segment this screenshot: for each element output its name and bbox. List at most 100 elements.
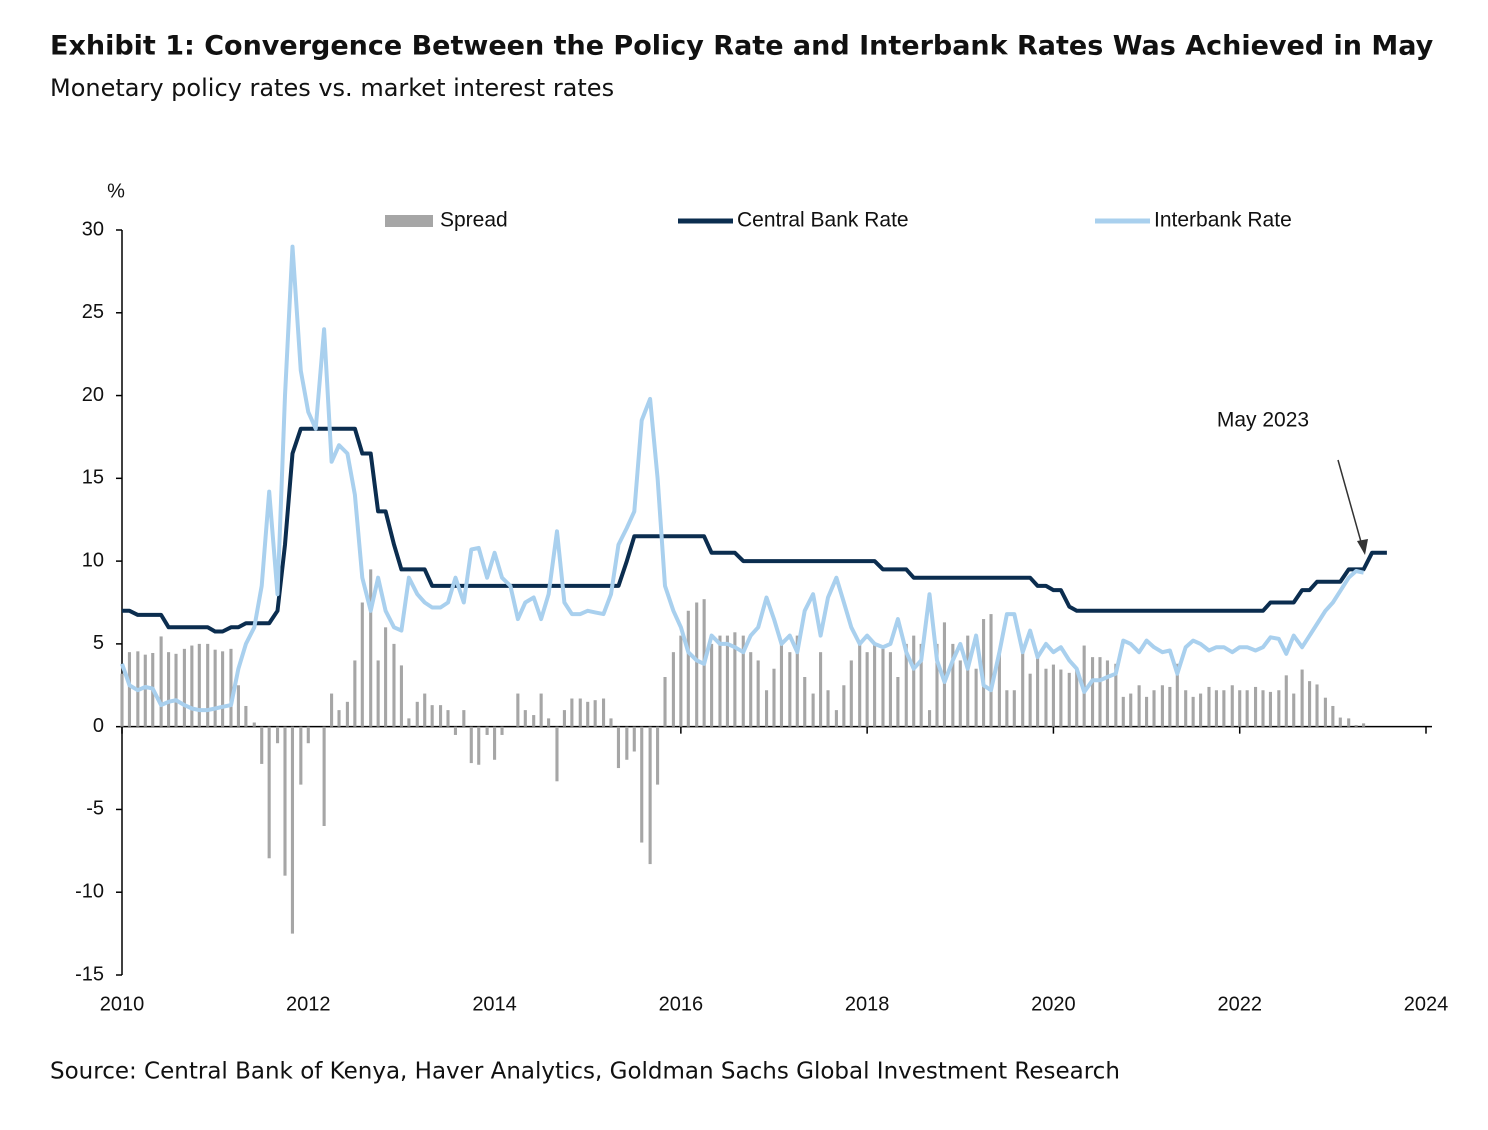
spread-bar <box>919 643 923 727</box>
spread-bar <box>741 635 745 727</box>
spread-bar <box>811 693 815 727</box>
spread-bar <box>904 643 908 727</box>
spread-bar <box>725 635 729 727</box>
spread-bar <box>686 610 690 727</box>
spread-bar <box>858 643 862 727</box>
spread-bar <box>764 690 769 727</box>
spread-bar <box>430 705 434 727</box>
spread-bar <box>997 652 1001 727</box>
spread-bar <box>1347 718 1351 727</box>
spread-bar <box>1184 690 1188 727</box>
spread-bar <box>453 726 458 735</box>
spread-bar <box>182 648 186 727</box>
spread-bar <box>749 652 753 727</box>
spread-bar <box>244 705 248 727</box>
source: Source: Central Bank of Kenya, Haver Ana… <box>50 1059 1120 1085</box>
spread-bar <box>399 665 403 727</box>
spread-bar <box>648 726 652 865</box>
legend-swatch <box>385 215 433 227</box>
spread-bar <box>1268 691 1273 727</box>
rate-line <box>122 426 1387 634</box>
arrow-head <box>1357 539 1368 555</box>
spread-bar <box>912 635 916 727</box>
spread-bar <box>236 685 240 727</box>
spread-bar <box>733 632 737 727</box>
spread-bar <box>1175 663 1179 727</box>
spread-bar <box>756 660 760 727</box>
legend-label: Spread <box>440 209 508 232</box>
spread-bar <box>330 693 334 727</box>
spread-bar <box>1090 657 1095 727</box>
spread-bar <box>252 722 256 727</box>
spread-bar <box>1114 663 1118 727</box>
spread-bar <box>1238 690 1242 727</box>
spread-bar <box>197 643 201 727</box>
spread-bar <box>1051 664 1055 727</box>
y-tick-label: 10 <box>82 549 104 571</box>
spread-bar <box>1129 693 1133 727</box>
spread-bar <box>369 569 373 727</box>
spread-bar <box>206 643 210 727</box>
y-tick-label: 15 <box>82 467 104 489</box>
x-tick-label: 2022 <box>1217 993 1262 1015</box>
x-tick-label: 2016 <box>659 993 704 1015</box>
y-tick-label: 5 <box>93 632 104 654</box>
spread-bar <box>337 710 341 727</box>
spread-bar <box>306 726 310 744</box>
spread-bar <box>881 648 885 727</box>
spread-bar <box>1137 685 1141 727</box>
spread-bar <box>485 726 489 735</box>
spread-bar <box>570 698 574 727</box>
spread-bar <box>353 660 357 727</box>
spread-bar <box>493 726 497 760</box>
spread-bar <box>423 693 427 727</box>
spread-bar <box>1121 696 1125 727</box>
spread-bar <box>1214 690 1218 727</box>
spread-bar <box>1036 655 1040 727</box>
spread-bar <box>896 677 900 727</box>
spread-bar <box>167 652 171 727</box>
spread-bar <box>1160 685 1164 727</box>
spread-bar <box>1292 693 1296 727</box>
spread-bar <box>462 710 466 727</box>
spread-bar <box>1207 686 1211 727</box>
spread-bar <box>803 677 807 727</box>
spread-bar <box>1005 690 1009 727</box>
spread-bar <box>469 726 473 764</box>
spread-bar <box>958 660 962 727</box>
spread-bar <box>159 636 163 727</box>
y-tick-label: 30 <box>82 218 104 240</box>
spread-bar <box>935 643 939 727</box>
spread-bar <box>415 701 419 727</box>
spread-bar <box>1059 669 1063 727</box>
spread-bar <box>942 622 947 727</box>
spread-bar <box>360 602 364 727</box>
y-tick-label: -5 <box>86 798 104 820</box>
spread-bar <box>1331 705 1335 727</box>
spread-bar <box>1191 696 1195 727</box>
spread-bar <box>601 698 606 727</box>
spread-bar <box>438 705 443 727</box>
legend-label: Central Bank Rate <box>737 209 909 232</box>
y-tick-label: 25 <box>82 301 104 323</box>
spread-bar <box>1028 673 1032 727</box>
spread-bar <box>772 668 776 727</box>
spread-bar <box>1222 690 1226 727</box>
spread-bar <box>593 700 597 727</box>
x-tick-label: 2012 <box>286 993 331 1015</box>
spread-bar <box>1067 672 1071 727</box>
spread-bar <box>555 726 559 782</box>
x-tick-label: 2024 <box>1404 993 1449 1015</box>
spread-bar <box>322 726 326 826</box>
spread-bar <box>842 685 846 727</box>
spread-bar <box>640 726 644 843</box>
spread-bar <box>1362 723 1366 727</box>
spread-bar <box>1021 652 1025 727</box>
spread-bar <box>788 652 792 727</box>
spread-bar <box>1012 690 1016 727</box>
spread-bar <box>1199 693 1203 727</box>
spread-bar <box>532 715 536 727</box>
spread-bar <box>290 726 295 934</box>
y-tick-label: 0 <box>93 715 104 737</box>
